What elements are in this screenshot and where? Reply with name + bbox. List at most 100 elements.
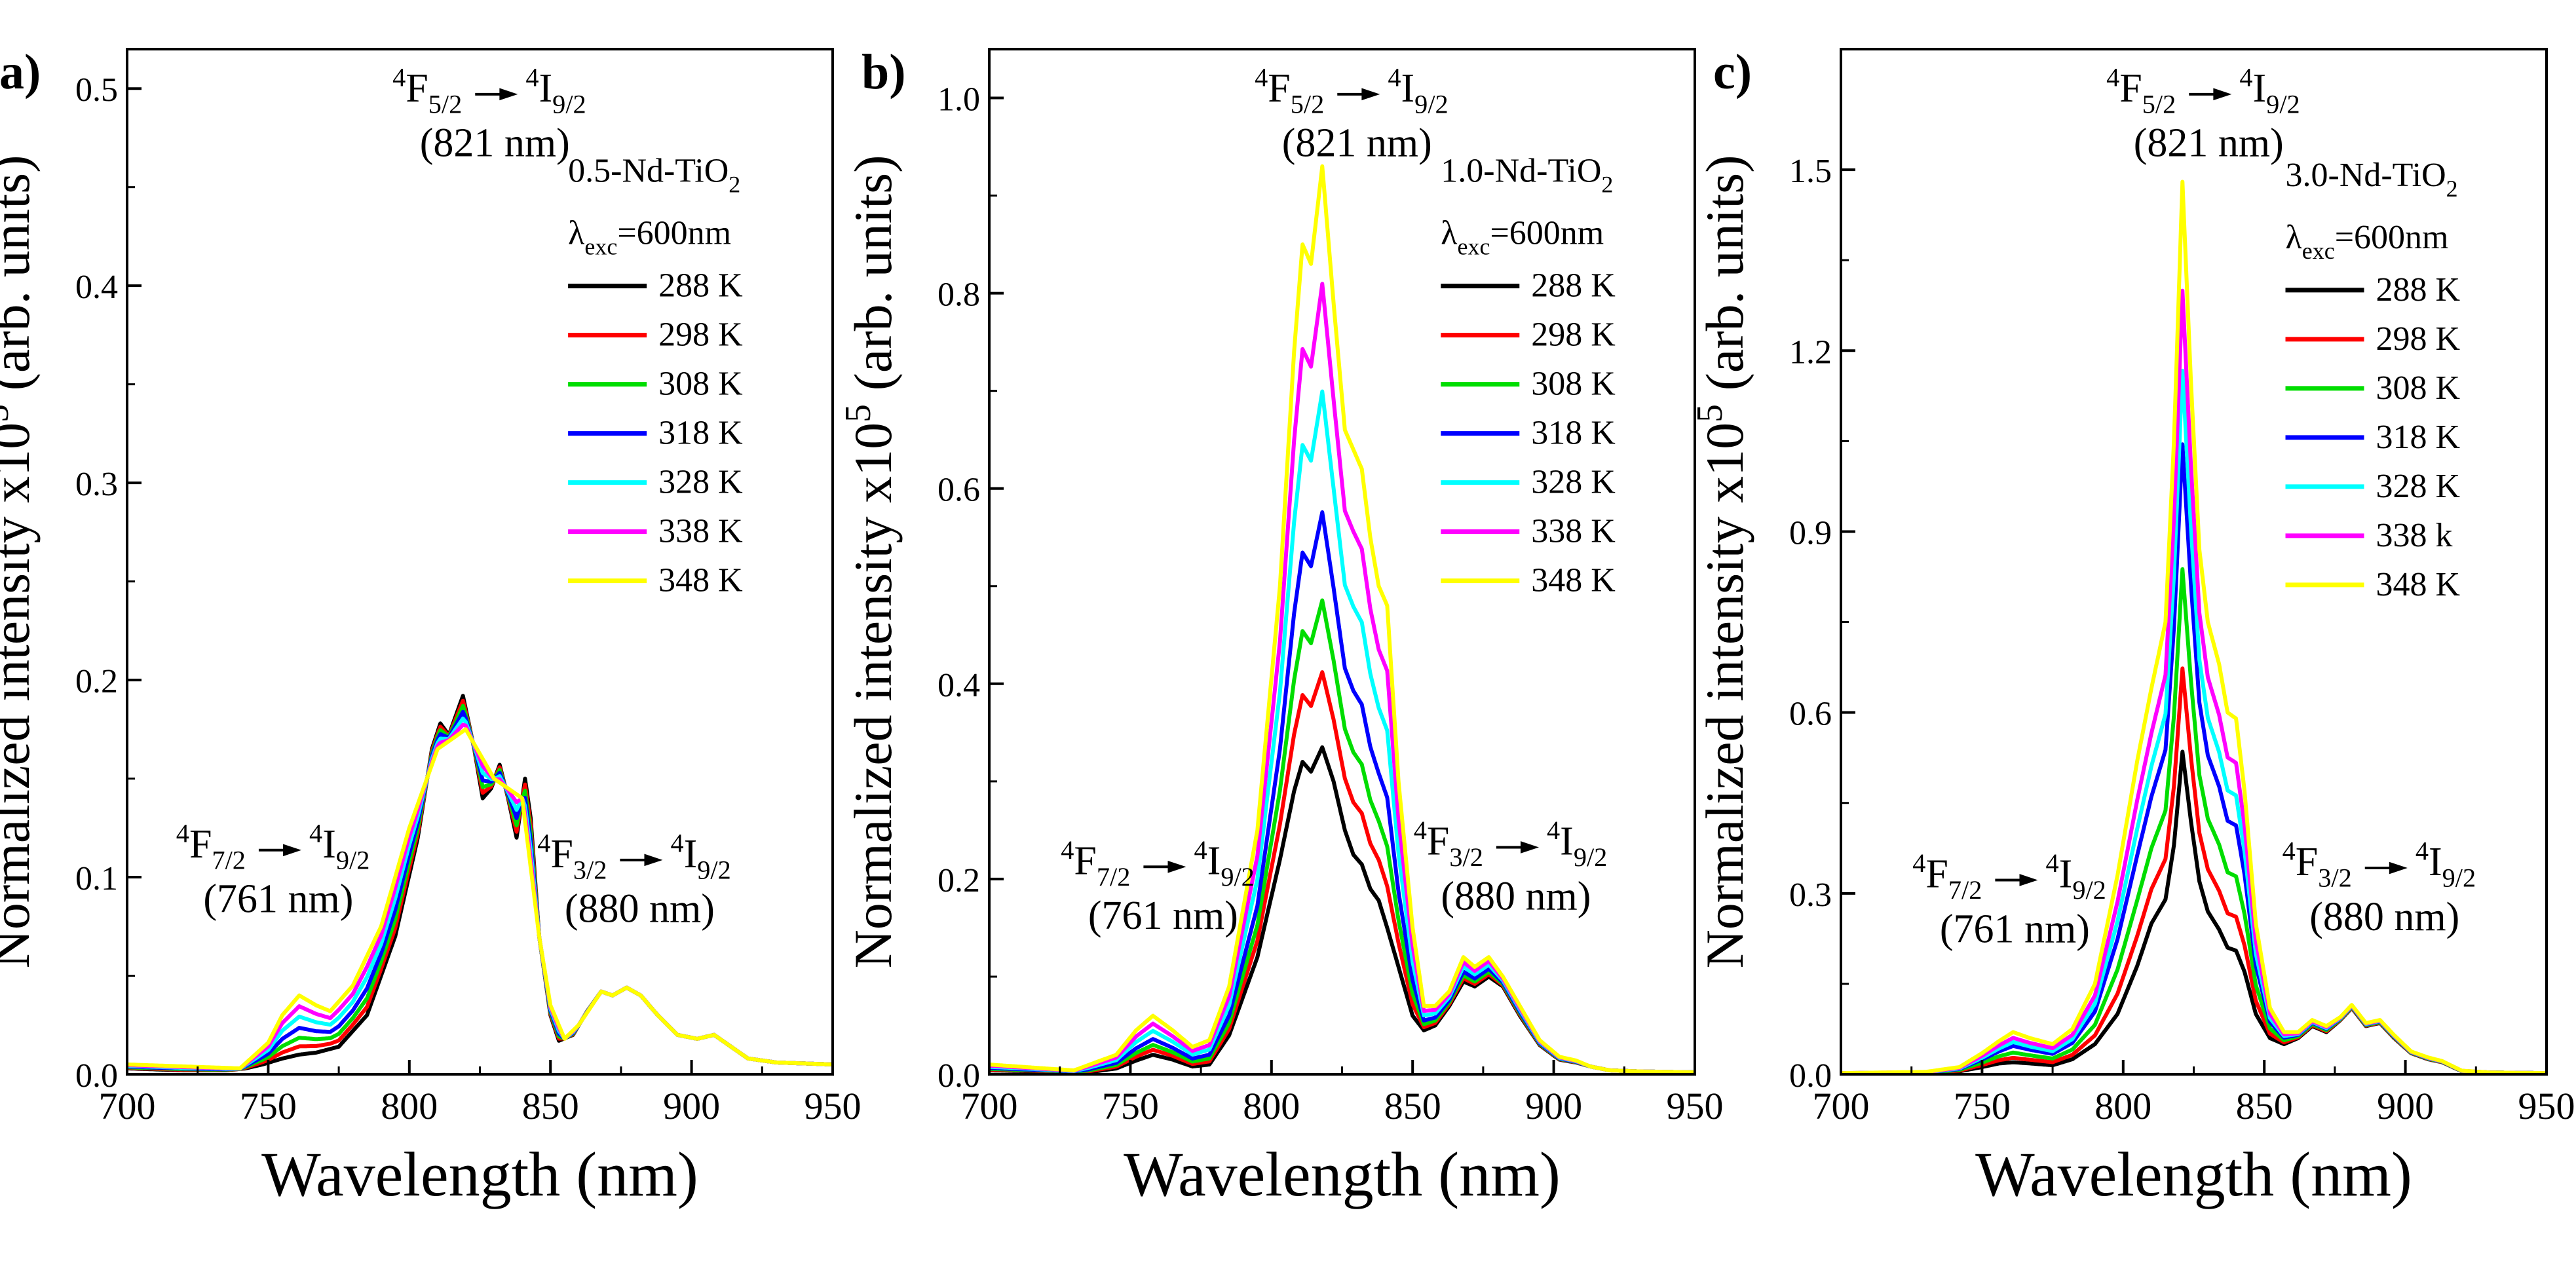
sample-name: 3.0-Nd-TiO xyxy=(2286,157,2446,194)
legend-entry: 328 K xyxy=(1531,464,1616,501)
sample-name: 0.5-Nd-TiO xyxy=(568,153,729,190)
sup: 4 xyxy=(2282,837,2296,866)
legend-excitation: λexc=600nm xyxy=(568,215,731,260)
annotation-right-to: 4I9/2 xyxy=(1547,816,1607,872)
y-tick-label: 0.5 xyxy=(75,71,118,109)
legend-sample-name: 1.0-Nd-TiO2 xyxy=(1441,153,1613,198)
sup: 4 xyxy=(2106,62,2119,92)
sample-name: 1.0-Nd-TiO xyxy=(1441,153,1601,190)
legend-entry: 288 K xyxy=(1531,267,1616,305)
term: I xyxy=(2059,852,2073,897)
sub: 3/2 xyxy=(1449,842,1483,872)
exc-symbol: λ xyxy=(568,215,584,252)
annotation-left-wavelength: (761 nm) xyxy=(1088,894,1238,938)
x-tick-label: 750 xyxy=(1954,1085,2011,1127)
sub: 7/2 xyxy=(212,845,246,875)
y-tick-label: 0.4 xyxy=(938,667,980,704)
panel-c: 700 750 800 850 900 950 0.0 0.3 0.6 0.9 1.2 1.5 Wave… xyxy=(1690,45,2575,1209)
sup: 4 xyxy=(670,828,683,857)
annotation-left-from: 4F7/2 xyxy=(1061,835,1130,892)
sub: 9/2 xyxy=(1414,89,1449,119)
annotation-main-from: 4F5/2 xyxy=(392,62,462,119)
y-tick-label: 0.0 xyxy=(1789,1057,1832,1095)
x-axis-label: Wavelength (nm) xyxy=(1124,1139,1561,1209)
sub: 9/2 xyxy=(697,855,731,884)
x-tick-label: 950 xyxy=(805,1085,862,1127)
y-axis-label-tail: (arb. units) xyxy=(0,155,41,404)
y-tick-label: 1.2 xyxy=(1789,333,1832,371)
legend-sample-name: 3.0-Nd-TiO2 xyxy=(2286,157,2458,202)
annotation-main-wavelength: (821 nm) xyxy=(420,121,570,166)
y-tick-label: 0.3 xyxy=(1789,876,1832,914)
annotation-left-from: 4F7/2 xyxy=(176,818,246,875)
sub: 9/2 xyxy=(2266,89,2300,119)
y-tick-label: 0.6 xyxy=(938,472,980,509)
exc-sub: exc xyxy=(584,234,617,260)
series-line-348-k xyxy=(989,164,1695,1074)
exc-sub: exc xyxy=(1457,234,1490,260)
exc-value: =600nm xyxy=(1490,215,1604,252)
term: F xyxy=(1268,66,1290,111)
annotation-right-from: 4F3/2 xyxy=(2282,837,2352,893)
sub: 9/2 xyxy=(1221,862,1255,892)
exc-sub: exc xyxy=(2302,238,2335,264)
sup: 4 xyxy=(1194,835,1207,865)
term: I xyxy=(1207,838,1221,883)
x-axis-label: Wavelength (nm) xyxy=(261,1139,698,1209)
panel-label: c) xyxy=(1713,45,1752,100)
exc-symbol: λ xyxy=(2286,219,2302,256)
x-tick-label: 850 xyxy=(2236,1085,2293,1127)
y-tick-label: 0.0 xyxy=(75,1057,118,1095)
y-axis-label-sup: 5 xyxy=(838,404,879,423)
annotation-left-to: 4I9/2 xyxy=(1194,835,1255,892)
arrow-head-icon xyxy=(1167,860,1186,873)
term: F xyxy=(189,822,212,867)
legend-entry: 298 K xyxy=(2376,320,2461,358)
arrow-head-icon xyxy=(1361,88,1380,101)
legend: 3.0-Nd-TiO2 λexc=600nm 288 K 298 K 308 K 318 … xyxy=(2285,157,2461,603)
sup: 4 xyxy=(537,828,550,857)
annotation-left-wavelength: (761 nm) xyxy=(1940,907,2090,951)
spectra-group xyxy=(1841,179,2547,1074)
y-axis-label-tail: (arb. units) xyxy=(843,155,903,404)
y-tick-label: 0.8 xyxy=(938,276,980,314)
annotation-left: 4F7/2 4I9/2(761 nm) xyxy=(1061,835,1255,938)
y-axis-label: Normalized intensity x105 (arb. units) xyxy=(1690,155,1754,969)
x-tick-label: 750 xyxy=(1102,1085,1159,1127)
annotation-left-wavelength: (761 nm) xyxy=(203,877,353,922)
sup: 4 xyxy=(2046,848,2059,878)
term: F xyxy=(1074,838,1096,883)
sub: 5/2 xyxy=(428,89,463,119)
panel-a: 700 750 800 850 900 950 0.0 0.1 0.2 0.3 0.4 0.5 Wave… xyxy=(0,45,862,1209)
legend-entry: 348 K xyxy=(1531,562,1616,599)
arrow-head-icon xyxy=(1521,841,1539,854)
x-tick-label: 700 xyxy=(961,1085,1018,1127)
series-line-308-k xyxy=(989,598,1695,1074)
sup: 4 xyxy=(309,818,322,848)
term: I xyxy=(684,832,698,876)
sub: 5/2 xyxy=(1291,89,1325,119)
legend-entry: 308 K xyxy=(658,366,743,403)
exc-symbol: λ xyxy=(1441,215,1457,252)
arrow-head-icon xyxy=(2019,874,2038,886)
legend-entry: 318 K xyxy=(658,415,743,452)
x-tick-label: 850 xyxy=(1384,1085,1441,1127)
annotation-main-wavelength: (821 nm) xyxy=(2134,121,2284,166)
annotation-left-from: 4F7/2 xyxy=(1912,848,1982,905)
sub: 7/2 xyxy=(1948,875,1982,905)
annotation-main-to: 4I9/2 xyxy=(1388,62,1448,119)
arrow-head-icon xyxy=(283,844,302,857)
annotation-left-to: 4I9/2 xyxy=(2046,848,2106,905)
term: I xyxy=(1401,66,1415,111)
series-line-348-k xyxy=(1841,179,2547,1074)
y-axis-label-main: Normalized intensity x10 xyxy=(843,423,903,969)
annotation-left: 4F7/2 4I9/2(761 nm) xyxy=(1912,848,2106,951)
sample-sub: 2 xyxy=(729,172,740,198)
legend-entry: 288 K xyxy=(658,267,743,305)
y-axis-label: Normalized intensity x105 (arb. units) xyxy=(0,155,41,969)
sup: 4 xyxy=(1547,816,1560,845)
